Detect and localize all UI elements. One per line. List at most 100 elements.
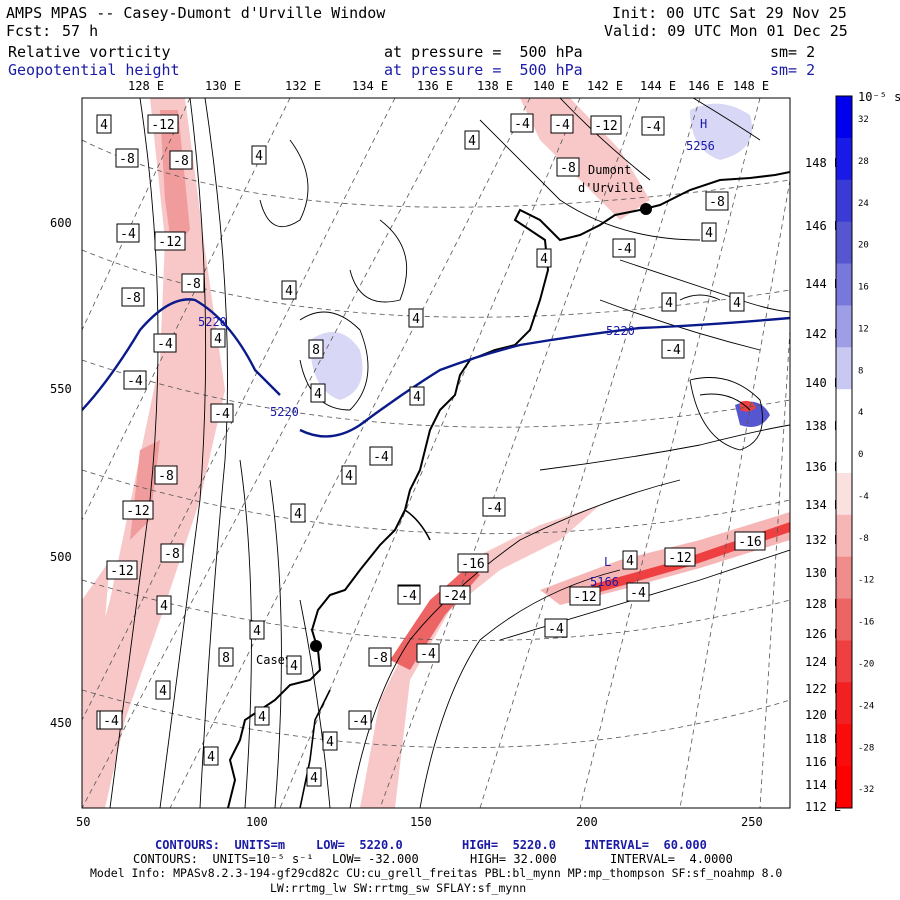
left-label: 500 [50,550,72,564]
top-lon-label: 132 E [285,79,321,93]
colorbar-tick-label: -8 [858,534,869,544]
vorticity-label: -8 [169,150,193,170]
right-lon-label: 114 E [805,778,841,792]
vorticity-label-text: -4 [420,647,436,662]
right-lon-label: 112 E [805,800,841,814]
colorbar-swatch [836,305,852,348]
vorticity-label-box [153,333,177,353]
vorticity-labels: 4 -12 -8 -8 4 -4 -12 -8 -8 4 -4 4 8 -4 4 -4 -4 4 -8 4 -12 -4 -… [96,113,766,787]
vorticity-label-box [397,585,421,605]
vorticity-label-box [590,115,622,135]
vorticity-label-text: -4 [486,501,502,516]
vorticity-label-box [661,292,677,312]
vorticity-label: 4 [286,655,302,675]
vorticity-label-box [661,339,685,359]
right-lon-label: 128 E [805,597,841,611]
vorticity-label-text: -4 [127,374,143,389]
bottom-label: 100 [246,815,268,829]
vorticity-label-text: 4 [705,226,713,241]
vorticity-label-box [348,710,372,730]
vorticity-label: 4 [203,746,219,766]
vorticity-label: -4 [550,114,574,134]
vorticity-label-box [203,746,219,766]
vorticity-label: 4 [290,503,306,523]
low-center-letter: L [604,555,611,569]
field1-level: at pressure = 500 hPa [384,43,583,61]
right-lon-label: 130 E [805,566,841,580]
right-lon-label: 126 E [805,627,841,641]
colorbar-swatch [836,431,852,474]
vorticity-label-box [254,706,270,726]
contour1-units: CONTOURS: UNITS=m [155,838,286,852]
vorticity-label-box [550,114,574,134]
vorticity-label: -4 [348,710,372,730]
vorticity-label: -4 [123,370,147,390]
pos-vort-blob-2 [690,103,752,160]
colorbar-tick-label: -12 [858,576,874,586]
top-lon-label: 148 E [733,79,769,93]
vorticity-label: -4 [210,403,234,423]
high-center-value: 5256 [686,139,715,153]
top-lon-label: 130 E [205,79,241,93]
contour2-units: CONTOURS: UNITS=10⁻⁵ s⁻¹ [133,852,314,866]
vorticity-label: -4 [612,238,636,258]
vorticity-label-text: -12 [573,590,596,605]
vorticity-label: -4 [99,710,123,730]
vorticity-label-text: -4 [373,450,389,465]
vorticity-label-text: -4 [554,118,570,133]
colorbar-swatch [836,472,852,516]
vorticity-label-box [569,586,601,606]
vorticity-label-box [310,383,326,403]
vorticity-label-box [536,248,552,268]
vorticity-label-box [705,191,729,211]
vorticity-label-box [281,280,297,300]
vorticity-label-box [622,550,638,570]
vorticity-label: 4 [251,145,267,165]
vorticity-label-text: 4 [160,599,168,614]
right-lon-label: 120 E [805,708,841,722]
top-lon-label: 136 E [417,79,453,93]
vorticity-label-box [510,113,534,133]
right-lon-label: 134 E [805,498,841,512]
colorbar-tick-label: -32 [858,785,874,795]
casey-label: Casey [256,653,292,667]
vorticity-label: -4 [397,585,421,605]
top-lon-label: 138 E [477,79,513,93]
vorticity-label-box [369,446,393,466]
contour2-interval: INTERVAL= 4.0000 [610,852,733,866]
colorbar-swatch [836,221,852,265]
vorticity-label: -24 [439,585,471,605]
colorbar-swatch [836,682,852,725]
right-lon-label: 140 E [805,376,841,390]
field1-name: Relative vorticity [8,43,171,61]
vorticity-label-text: -8 [125,291,141,306]
vorticity-label: -4 [116,223,140,243]
vorticity-label-text: -12 [594,119,617,134]
vorticity-label: -16 [457,553,489,573]
colorbar-swatch [836,347,852,390]
right-lon-label: 118 E [805,732,841,746]
colorbar-swatch [836,640,852,683]
vorticity-label: -16 [734,531,766,551]
contour1-interval: INTERVAL= 60.000 [584,838,707,852]
height-label: 5220 [606,324,635,338]
vorticity-label: 4 [281,280,297,300]
vorticity-label: -8 [115,148,139,168]
vorticity-label-text: 4 [413,390,421,405]
valid-time: Valid: 09 UTC Mon 01 Dec 25 [604,22,848,40]
colorbar-tick-label: 20 [858,241,869,251]
colorbar-tick-label: 0 [858,450,863,460]
colorbar-unit: 10⁻⁵ s⁻¹ [858,90,900,104]
height-label: 5220 [198,315,227,329]
colorbar-tick-label: -24 [858,701,874,711]
vorticity-label-box [154,231,186,251]
colorbar-swatch [836,263,852,306]
colorbar-tick-label: 12 [858,324,869,334]
vorticity-label-box [116,223,140,243]
vorticity-label-text: -4 [120,227,136,242]
vorticity-label-text: 4 [290,659,298,674]
vorticity-label-text: -4 [548,622,564,637]
contour1-low: LOW= 5220.0 [316,838,403,852]
vorticity-label-box [408,308,424,328]
left-labels: 600 550 500 450 [50,216,72,730]
